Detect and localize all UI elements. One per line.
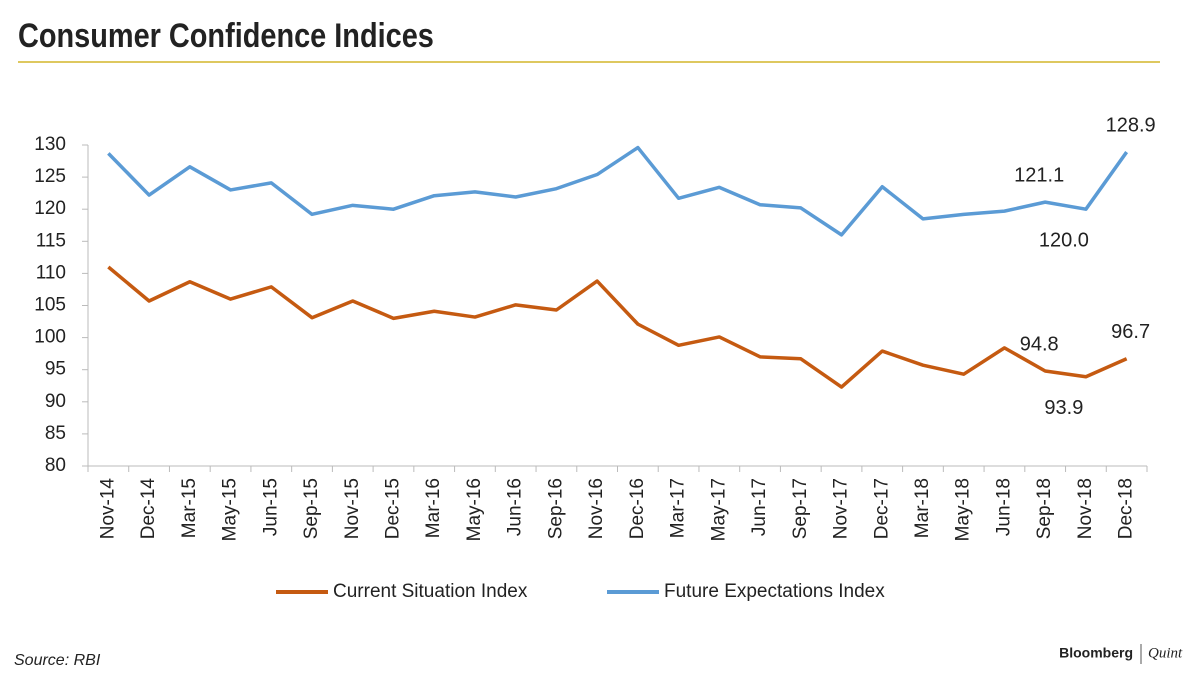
y-tick-label: 125 (34, 166, 66, 187)
x-tick-label: Mar-17 (668, 478, 689, 538)
x-tick-label: Mar-18 (912, 478, 933, 538)
logo-bloomberg: Bloomberg (1059, 645, 1133, 661)
legend-label: Current Situation Index (333, 581, 528, 602)
series-line (107, 265, 1128, 389)
x-tick-label: Sep-18 (1034, 478, 1055, 539)
x-tick-label: Mar-16 (423, 478, 444, 538)
x-tick-label: May-18 (953, 478, 974, 541)
y-tick-label: 90 (45, 391, 66, 412)
data-label: 93.9 (1044, 397, 1083, 419)
data-label: 120.0 (1039, 229, 1089, 251)
y-tick-label: 85 (45, 423, 66, 444)
x-tick-label: Nov-15 (342, 478, 363, 539)
chart-title: Consumer Confidence Indices (18, 16, 434, 55)
x-tick-label: Dec-17 (871, 478, 892, 539)
y-tick-label: 100 (34, 327, 66, 348)
x-tick-label: Nov-18 (1075, 478, 1096, 539)
data-label: 128.9 (1106, 114, 1156, 136)
x-tick-label: May-16 (464, 478, 485, 541)
y-tick-label: 130 (34, 134, 66, 155)
data-label: 94.8 (1020, 333, 1059, 355)
x-tick-label: Mar-15 (179, 478, 200, 538)
x-tick-label: Dec-14 (138, 478, 159, 540)
logo-quint: Quint (1148, 645, 1183, 661)
y-tick-label: 120 (34, 198, 66, 219)
y-tick-label: 115 (36, 230, 66, 251)
x-tick-label: Sep-16 (545, 478, 566, 539)
series-line (107, 145, 1129, 237)
y-tick-label: 110 (36, 262, 66, 283)
x-tick-label: Sep-15 (301, 478, 322, 539)
x-tick-label: Jun-16 (505, 478, 526, 536)
x-tick-label: Sep-17 (790, 478, 811, 539)
legend-label: Future Expectations Index (664, 581, 885, 602)
x-tick-label: Dec-18 (1116, 478, 1137, 539)
source: Source: RBI (14, 652, 101, 669)
x-tick-label: May-17 (708, 478, 729, 541)
x-tick-label: Nov-16 (586, 478, 607, 539)
y-tick-label: 105 (34, 295, 66, 316)
y-tick-label: 80 (45, 455, 66, 476)
data-label: 96.7 (1111, 321, 1150, 343)
x-tick-label: Jun-15 (260, 478, 281, 536)
x-tick-label: Dec-15 (382, 478, 403, 539)
data-label: 121.1 (1014, 164, 1064, 186)
x-tick-label: Dec-16 (627, 478, 648, 539)
x-tick-label: Nov-14 (97, 478, 118, 540)
x-tick-label: Jun-17 (749, 478, 770, 536)
x-tick-label: Jun-18 (993, 478, 1014, 536)
y-tick-label: 95 (45, 359, 66, 380)
x-tick-label: Nov-17 (831, 478, 852, 539)
x-tick-label: May-15 (220, 478, 241, 541)
